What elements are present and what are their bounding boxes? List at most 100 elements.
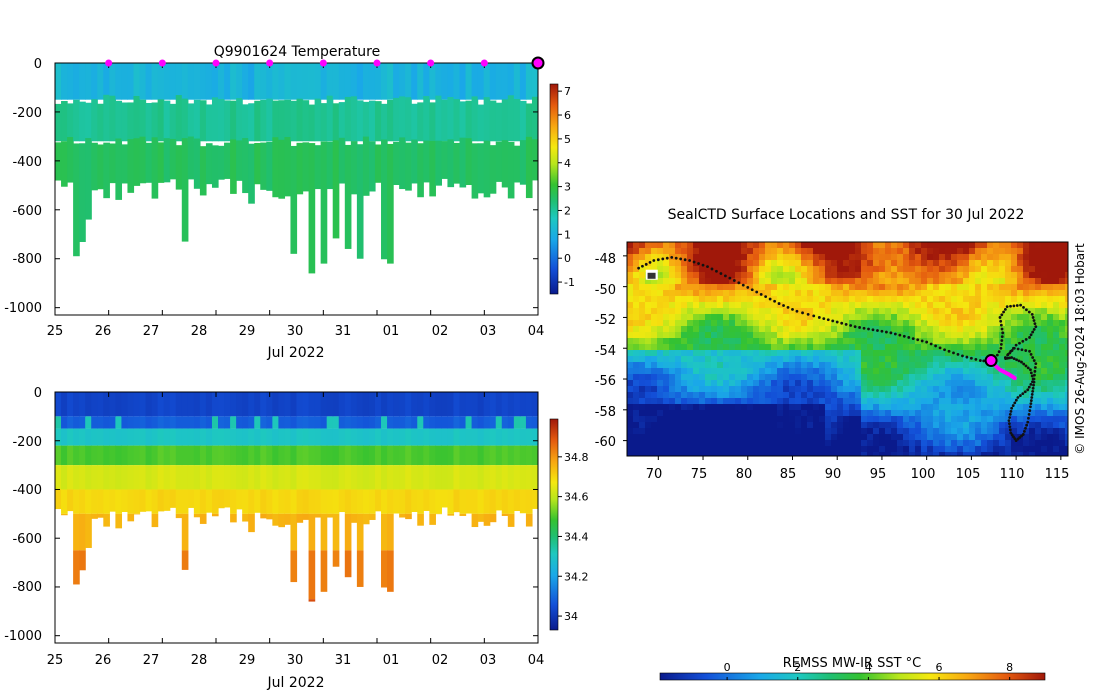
sst-cell	[777, 278, 784, 285]
sst-cell	[903, 416, 910, 423]
sst-cell	[897, 266, 904, 273]
sst-cell	[951, 368, 958, 375]
salinity-profile-cell	[374, 445, 382, 466]
sst-lat-tick-label: -48	[595, 252, 616, 267]
sst-cell	[801, 392, 808, 399]
salinity-profile-cell	[483, 392, 491, 417]
sst-cell	[693, 260, 700, 267]
salinity-profile-cell	[326, 416, 334, 429]
sst-cell	[717, 404, 724, 411]
sst-cell	[909, 422, 916, 429]
sst-cell	[699, 380, 706, 387]
sst-cell	[1059, 314, 1066, 321]
track-point	[965, 355, 969, 359]
salinity-profile-cell	[411, 428, 418, 446]
sst-cell	[753, 404, 760, 411]
sst-cell	[777, 410, 784, 417]
sst-cell	[963, 428, 970, 435]
sst-cell	[855, 356, 862, 363]
salinity-profile-cell	[169, 465, 177, 490]
salinity-profile-cell	[242, 416, 249, 429]
sst-cell	[915, 452, 922, 456]
sst-cell	[903, 338, 910, 345]
sst-cell	[879, 314, 886, 321]
sst-cell	[987, 326, 994, 333]
salinity-profile-cell	[356, 416, 364, 429]
sst-cell	[993, 368, 1000, 375]
salinity-profile-cell	[381, 428, 388, 446]
sst-cell	[987, 440, 994, 447]
sst-cell	[843, 266, 850, 273]
sst-cell	[639, 272, 646, 279]
track-point	[1030, 374, 1034, 378]
sst-cell	[651, 398, 658, 405]
sst-cell	[627, 440, 634, 447]
sst-cell	[1005, 248, 1012, 255]
track-point	[880, 329, 884, 333]
salinity-profile-cell	[85, 465, 92, 490]
temperature-profile-cell	[248, 143, 255, 204]
sst-cell	[735, 290, 742, 297]
sst-cell	[741, 314, 748, 321]
sst-cell	[909, 260, 916, 267]
salinity-profile-cell	[193, 392, 201, 417]
sst-cell	[1065, 272, 1068, 279]
sst-cell	[639, 356, 646, 363]
sst-cell	[645, 338, 652, 345]
sst-cell	[909, 272, 916, 279]
sst-cell	[1005, 320, 1012, 327]
sst-cell	[681, 338, 688, 345]
sst-cell	[933, 380, 940, 387]
temperature-profile-cell	[169, 63, 177, 100]
sst-cell	[765, 350, 772, 357]
sst-cell	[1023, 350, 1030, 357]
sst-cell	[705, 410, 712, 417]
sst-cell	[633, 398, 640, 405]
sst-cell	[693, 356, 700, 363]
sst-cell	[1059, 440, 1066, 447]
sst-cell	[639, 440, 646, 447]
sst-cell	[759, 374, 766, 381]
salinity-profile-cell	[205, 416, 213, 429]
sst-cell	[975, 320, 982, 327]
sst-cell	[645, 410, 652, 417]
sst-cell	[897, 380, 904, 387]
sst-cell	[633, 350, 640, 357]
sst-cell	[831, 260, 838, 267]
sst-cell	[951, 362, 958, 369]
sst-cell	[1035, 332, 1042, 339]
sst-cell	[837, 272, 844, 279]
sst-cell	[753, 398, 760, 405]
sst-cell	[933, 452, 940, 456]
salinity-profile-cell	[181, 489, 189, 514]
sst-cell	[1035, 302, 1042, 309]
temperature-profile-cell	[133, 63, 141, 100]
sst-cell	[993, 266, 1000, 273]
sst-cell	[705, 266, 712, 273]
sst-cell	[933, 386, 940, 393]
salinity-profile-cell	[489, 513, 497, 523]
salinity-profile-cell	[121, 445, 129, 466]
salinity-profile-cell	[441, 416, 449, 429]
sst-lon-tick-label: 80	[736, 467, 753, 482]
sst-cell	[777, 248, 784, 255]
sst-cell	[933, 416, 940, 423]
sst-cell	[849, 374, 856, 381]
sst-cell	[981, 446, 988, 453]
salinity-profile-cell	[465, 465, 473, 490]
sst-cell	[849, 410, 856, 417]
sst-cell	[939, 386, 946, 393]
temperature-y-tick-label: 0	[34, 57, 42, 72]
sst-cell	[735, 242, 742, 249]
sst-cell	[993, 374, 1000, 381]
sst-cell	[777, 314, 784, 321]
sst-cell	[687, 314, 694, 321]
sst-cell	[1041, 380, 1048, 387]
sst-cell	[675, 302, 682, 309]
sst-cell	[927, 260, 934, 267]
sst-cell	[693, 254, 700, 261]
sst-cell	[825, 344, 832, 351]
salinity-profile-cell	[109, 392, 116, 417]
sst-cell	[795, 392, 802, 399]
sst-cell	[975, 452, 982, 456]
